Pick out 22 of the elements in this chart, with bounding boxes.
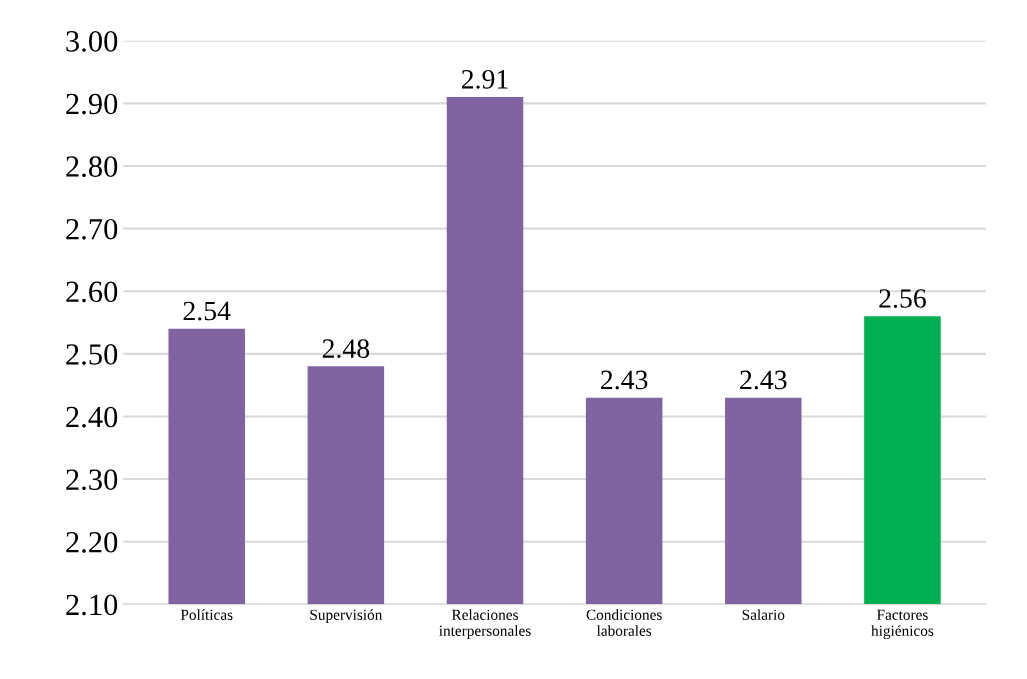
data-label: 2.43 [601, 370, 648, 390]
y-tick-label: 2.90 [66, 93, 118, 115]
y-tick-label: 2.30 [66, 469, 118, 491]
y-tick-label: 2.40 [66, 406, 118, 428]
x-tick-label: Políticas [180, 609, 233, 620]
x-tick-label: Supervisión [310, 609, 383, 624]
data-label: 2.43 [740, 370, 787, 390]
x-tick-label: Factores higiénicos [871, 609, 934, 640]
data-label: 2.56 [879, 289, 926, 308]
data-label: 2.48 [322, 339, 370, 359]
y-tick-label: 2.50 [66, 344, 118, 365]
x-tick-label: Salario [742, 609, 785, 620]
y-tick-label: 3.00 [66, 31, 118, 52]
y-tick-label: 2.10 [66, 594, 118, 616]
y-tick-label: 2.80 [66, 156, 118, 178]
data-label: 2.54 [183, 301, 231, 321]
y-tick-label: 2.70 [66, 218, 118, 240]
y-tick-label: 2.20 [66, 531, 118, 553]
data-label: 2.91 [461, 70, 508, 89]
y-tick-label: 2.60 [66, 281, 118, 303]
x-tick-label: Condiciones laborales [586, 609, 662, 636]
x-tick-label: Relaciones interpersonales [439, 609, 531, 639]
